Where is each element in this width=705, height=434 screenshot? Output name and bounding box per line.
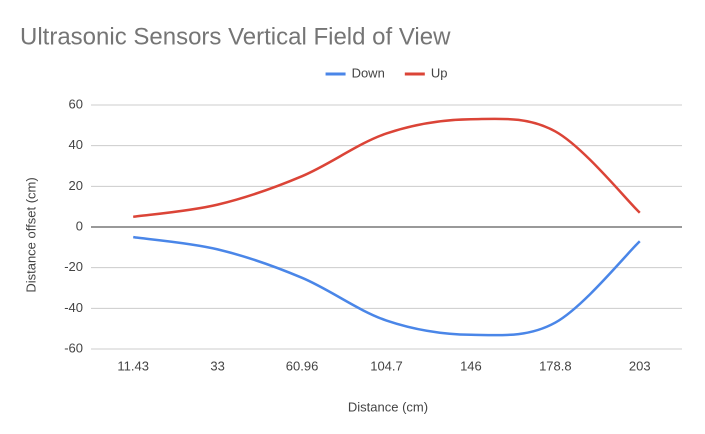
y-tick-label: 20 bbox=[69, 178, 83, 193]
x-tick-label: 33 bbox=[210, 358, 224, 373]
line-series bbox=[133, 235, 641, 337]
x-axis-label: Distance (cm) bbox=[348, 399, 428, 414]
line-series bbox=[133, 117, 641, 219]
y-tick-label: 60 bbox=[69, 96, 83, 111]
x-tick-label: 146 bbox=[460, 358, 482, 373]
chart-title: Ultrasonic Sensors Vertical Field of Vie… bbox=[20, 23, 451, 50]
legend-label: Up bbox=[431, 65, 448, 80]
x-tick-label: 60.96 bbox=[286, 358, 319, 373]
y-axis-label: Distance offset (cm) bbox=[23, 177, 38, 292]
x-tick-label: 178.8 bbox=[539, 358, 572, 373]
y-tick-label: 40 bbox=[69, 137, 83, 152]
y-tick-label: 0 bbox=[76, 218, 83, 233]
x-tick-label: 104.7 bbox=[370, 358, 403, 373]
legend-label: Down bbox=[352, 65, 385, 80]
y-tick-label: -60 bbox=[64, 340, 83, 355]
legend: Down Up bbox=[325, 65, 448, 80]
x-tick-label: 11.43 bbox=[117, 358, 149, 373]
y-tick-label: -20 bbox=[64, 259, 83, 274]
y-tick-label: -40 bbox=[64, 300, 83, 315]
x-tick-label: 203 bbox=[629, 358, 651, 373]
